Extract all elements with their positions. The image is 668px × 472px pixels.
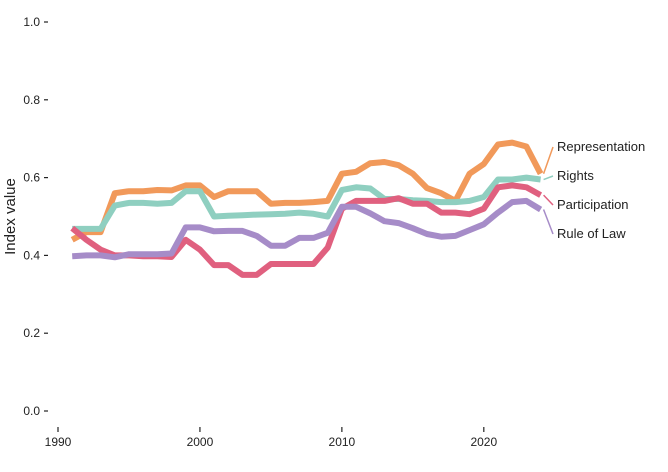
- x-tick-label: 2010: [329, 435, 356, 449]
- x-tick-label: 2000: [187, 435, 214, 449]
- y-tick-label: 1.0: [23, 15, 40, 29]
- series-label: Representation: [557, 139, 645, 154]
- series-lines: [70, 139, 544, 278]
- y-axis-title: Index value: [2, 178, 19, 255]
- series-label: Rights: [557, 168, 594, 183]
- series-line-rights: [72, 174, 541, 232]
- y-tick-label: 0.8: [23, 93, 40, 107]
- series-labels: Representation Rights Participation Rule of…: [542, 139, 645, 241]
- series-label-connector: [543, 194, 554, 206]
- y-axis: 0.0 0.2 0.4 0.6 0.8 1.0: [23, 15, 48, 418]
- series-line-rule-of-law: [72, 197, 543, 261]
- y-tick-label: 0.2: [23, 326, 40, 340]
- y-tick-label: 0.6: [23, 171, 40, 185]
- series-label-connector: [543, 175, 554, 181]
- series-line-representation: [70, 139, 544, 243]
- y-tick-label: 0.4: [23, 248, 40, 262]
- x-tick-label: 1990: [45, 435, 72, 449]
- series-label: Participation: [557, 197, 629, 212]
- y-tick-label: 0.0: [23, 404, 40, 418]
- series-label-connector: [542, 209, 554, 235]
- series-label-connector: [542, 146, 554, 174]
- x-tick-label: 2020: [470, 435, 497, 449]
- x-axis: 1990 2000 2010 2020: [45, 427, 497, 449]
- series-label: Rule of Law: [557, 226, 626, 241]
